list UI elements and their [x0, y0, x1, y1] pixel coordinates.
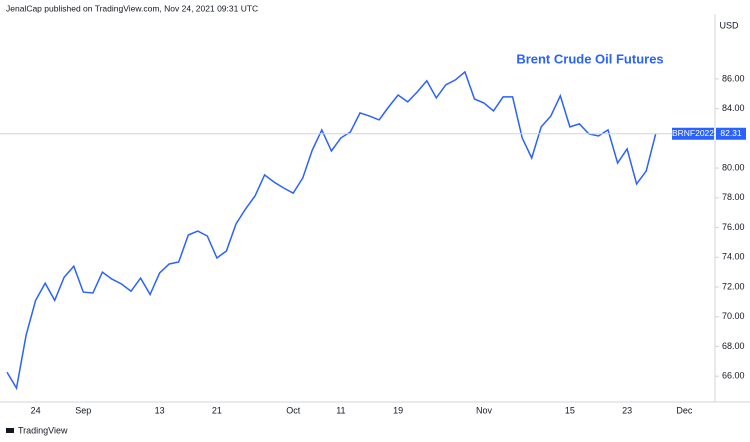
x-tick-label: Sep [75, 405, 91, 415]
x-tick-label: 21 [212, 405, 222, 415]
unit-label: USD [719, 20, 739, 30]
x-tick-label: 13 [155, 405, 165, 415]
last-price-label: 82.31 [720, 128, 742, 138]
x-tick-label: 15 [565, 405, 575, 415]
x-tick-label: 11 [336, 405, 345, 415]
series-name: BRNF2022 [672, 128, 714, 138]
x-tick-label: Nov [476, 405, 493, 415]
y-tick-label: 78.00 [722, 192, 745, 202]
y-tick-label: 76.00 [722, 222, 745, 232]
x-tick-label: Dec [676, 405, 693, 415]
y-tick-label: 80.00 [722, 162, 745, 172]
x-tick-label: Oct [286, 405, 301, 415]
logo: TradingView [6, 425, 68, 435]
price-line [6, 70, 657, 391]
y-tick-label: 70.00 [722, 311, 745, 321]
series-name-box [672, 127, 714, 140]
y-tick-label: 66.00 [722, 371, 745, 381]
y-tick-label: 84.00 [722, 103, 745, 113]
y-tick-label: 72.00 [722, 281, 745, 291]
y-tick-label: 74.00 [722, 252, 745, 262]
x-tick-label: 19 [393, 405, 403, 415]
y-tick-label: 68.00 [722, 341, 745, 351]
footer: TradingView [18, 425, 68, 435]
x-tick-label: 24 [31, 405, 41, 415]
chart-title: Brent Crude Oil Futures [516, 51, 663, 66]
last-price-box [716, 127, 746, 140]
y-tick-label: 86.00 [722, 73, 745, 83]
x-tick-label: 23 [622, 405, 632, 415]
header: JenalCap published on TradingView.com, N… [6, 3, 258, 13]
